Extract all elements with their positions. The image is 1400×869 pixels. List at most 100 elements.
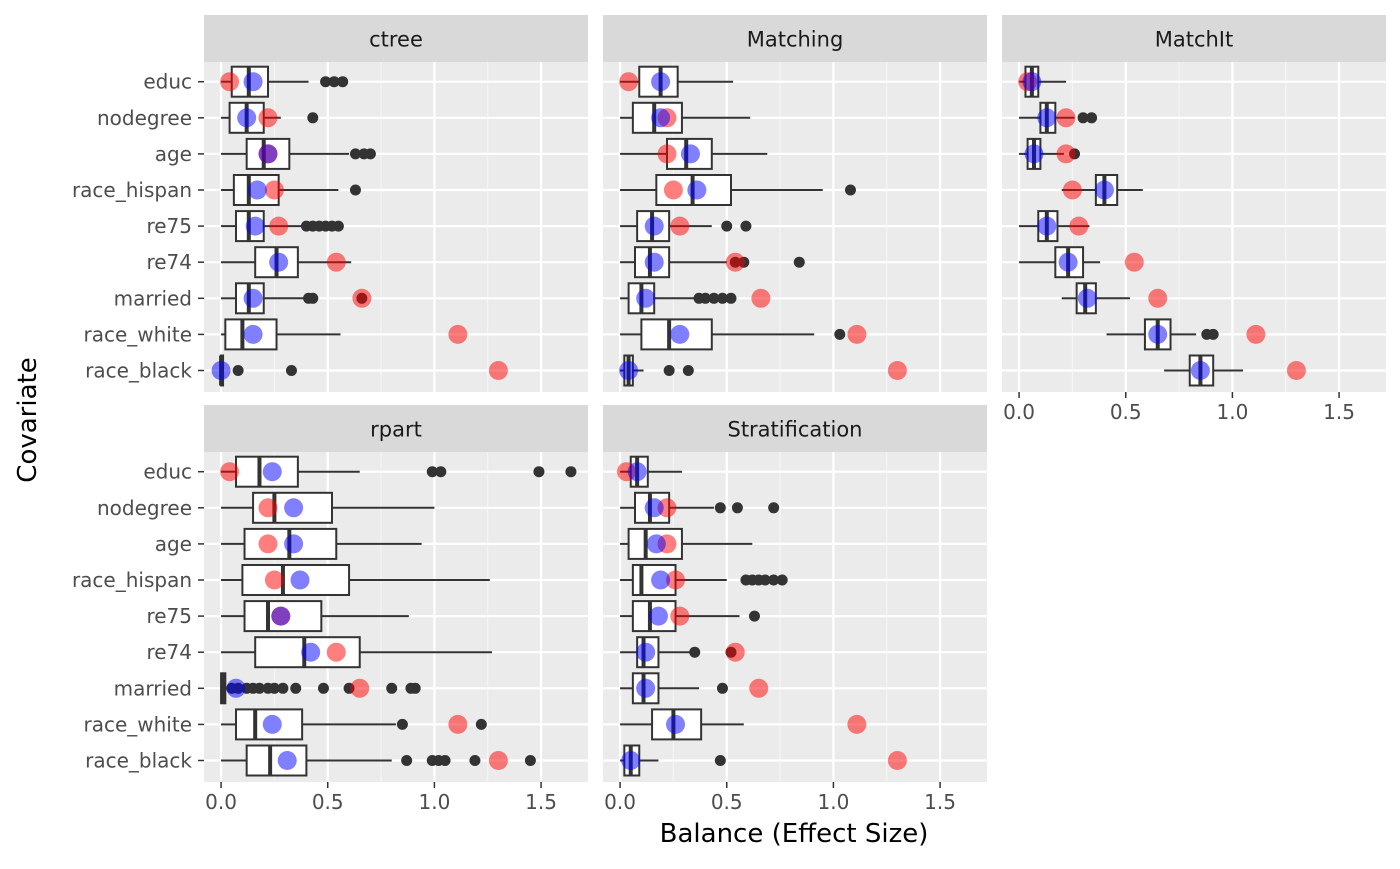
- unadjusted-point: [725, 252, 745, 272]
- outlier-point: [268, 682, 280, 694]
- boxplot-re75: [221, 600, 409, 633]
- adjusted-point: [1077, 288, 1097, 308]
- outlier-point: [328, 76, 340, 88]
- x-axis-title: Balance (Effect Size): [660, 819, 929, 849]
- adjusted-point: [262, 714, 282, 734]
- y-tick-label: nodegree: [97, 106, 192, 130]
- outlier-point: [524, 755, 536, 766]
- y-tick-label: educ: [143, 70, 192, 94]
- unadjusted-point: [1056, 144, 1076, 164]
- outlier-point: [364, 148, 376, 160]
- adjusted-point: [619, 361, 639, 380]
- outlier-point: [759, 574, 771, 586]
- boxplot-married: [1061, 282, 1168, 315]
- boxplot-race_black: [620, 744, 907, 777]
- y-tick-label: race_hispan: [72, 178, 192, 202]
- boxplot-nodegree: [1019, 101, 1098, 134]
- facet-panel-stratification: Stratification 0.0 0.5 1.0 1.5: [603, 405, 987, 814]
- unadjusted-point: [1246, 324, 1266, 344]
- outlier-point: [721, 220, 733, 232]
- x-tick-label: 0.5: [312, 790, 344, 814]
- y-tick-label: nodegree: [97, 496, 192, 520]
- adjusted-point: [644, 498, 664, 518]
- y-tick-label: re75: [146, 214, 192, 238]
- unadjusted-point: [725, 642, 745, 662]
- outlier-point: [426, 466, 438, 478]
- unadjusted-point: [258, 108, 278, 128]
- boxplot-married: [220, 672, 421, 705]
- outlier-point: [1086, 112, 1098, 124]
- outlier-point: [716, 292, 728, 304]
- boxplot-race_white: [1106, 318, 1266, 351]
- y-tick-label: age: [155, 142, 192, 166]
- adjusted-point: [636, 642, 656, 662]
- adjusted-point: [237, 108, 257, 128]
- boxplot-educ: [1018, 65, 1066, 98]
- facet-panel-matchit: MatchIt 0.0 0.5 1.0 1.5: [1002, 15, 1386, 424]
- unadjusted-point: [264, 570, 284, 590]
- adjusted-point: [258, 144, 278, 164]
- adjusted-point: [627, 462, 647, 482]
- adjusted-point: [648, 606, 668, 626]
- adjusted-point: [1022, 72, 1042, 92]
- unadjusted-point: [269, 216, 289, 236]
- unadjusted-point: [1069, 216, 1089, 236]
- y-tick-label: race_hispan: [72, 568, 192, 592]
- adjusted-point: [277, 751, 297, 770]
- boxplot-married: [620, 282, 771, 315]
- outlier-point: [793, 256, 805, 268]
- outlier-point: [469, 755, 481, 766]
- unadjusted-point: [1148, 288, 1168, 308]
- facet-strip: [603, 15, 987, 62]
- outlier-point: [1077, 112, 1089, 124]
- x-tick-label: 1.0: [1216, 400, 1248, 424]
- unadjusted-point: [663, 180, 683, 200]
- unadjusted-point: [670, 606, 690, 626]
- adjusted-point: [290, 570, 310, 590]
- facet-strip: [204, 15, 588, 62]
- facet-strip: [1002, 15, 1386, 62]
- unadjusted-point: [887, 361, 907, 380]
- adjusted-point: [651, 570, 671, 590]
- y-tick-label: married: [114, 676, 192, 700]
- adjusted-point: [651, 108, 671, 128]
- outlier-point: [401, 755, 413, 766]
- outlier-point: [714, 755, 726, 766]
- adjusted-point: [687, 180, 707, 200]
- unadjusted-point: [1286, 361, 1306, 380]
- facet-panel-rpart: rpart educ nodegree age race_hispan re75 re74 m…: [72, 405, 588, 814]
- boxplot-nodegree: [620, 101, 751, 134]
- outlier-point: [844, 184, 856, 196]
- outlier-point: [285, 365, 297, 376]
- adjusted-point: [680, 144, 700, 164]
- boxplot-re74: [221, 636, 492, 669]
- unadjusted-point: [1062, 180, 1082, 200]
- x-tick-label: 0.0: [205, 790, 237, 814]
- facet-strip-label: Matching: [747, 28, 844, 52]
- x-tick-label: 1.0: [418, 790, 450, 814]
- unadjusted-point: [488, 751, 508, 770]
- boxplot-educ: [220, 65, 349, 98]
- x-tick-label: 0.5: [711, 790, 743, 814]
- outlier-point: [768, 574, 780, 586]
- facet-panel-matching: Matching: [603, 15, 987, 392]
- outlier-point: [731, 502, 743, 514]
- adjusted-point: [245, 216, 265, 236]
- adjusted-point: [644, 252, 664, 272]
- facet-strip-label: MatchIt: [1155, 28, 1234, 52]
- boxplot-race_black: [221, 744, 536, 777]
- boxplot-re74: [1019, 246, 1144, 279]
- adjusted-point: [284, 498, 304, 518]
- y-axis-title: Covariate: [13, 357, 43, 482]
- x-tick-label: 1.5: [525, 790, 557, 814]
- adjusted-point: [636, 678, 656, 698]
- boxplot-age: [620, 137, 768, 170]
- boxplot-age: [221, 137, 376, 170]
- adjusted-point: [1094, 180, 1114, 200]
- unadjusted-point: [220, 72, 240, 92]
- outlier-point: [409, 682, 421, 694]
- unadjusted-point: [352, 288, 372, 308]
- boxplot-race_white: [620, 708, 867, 741]
- adjusted-point: [670, 324, 690, 344]
